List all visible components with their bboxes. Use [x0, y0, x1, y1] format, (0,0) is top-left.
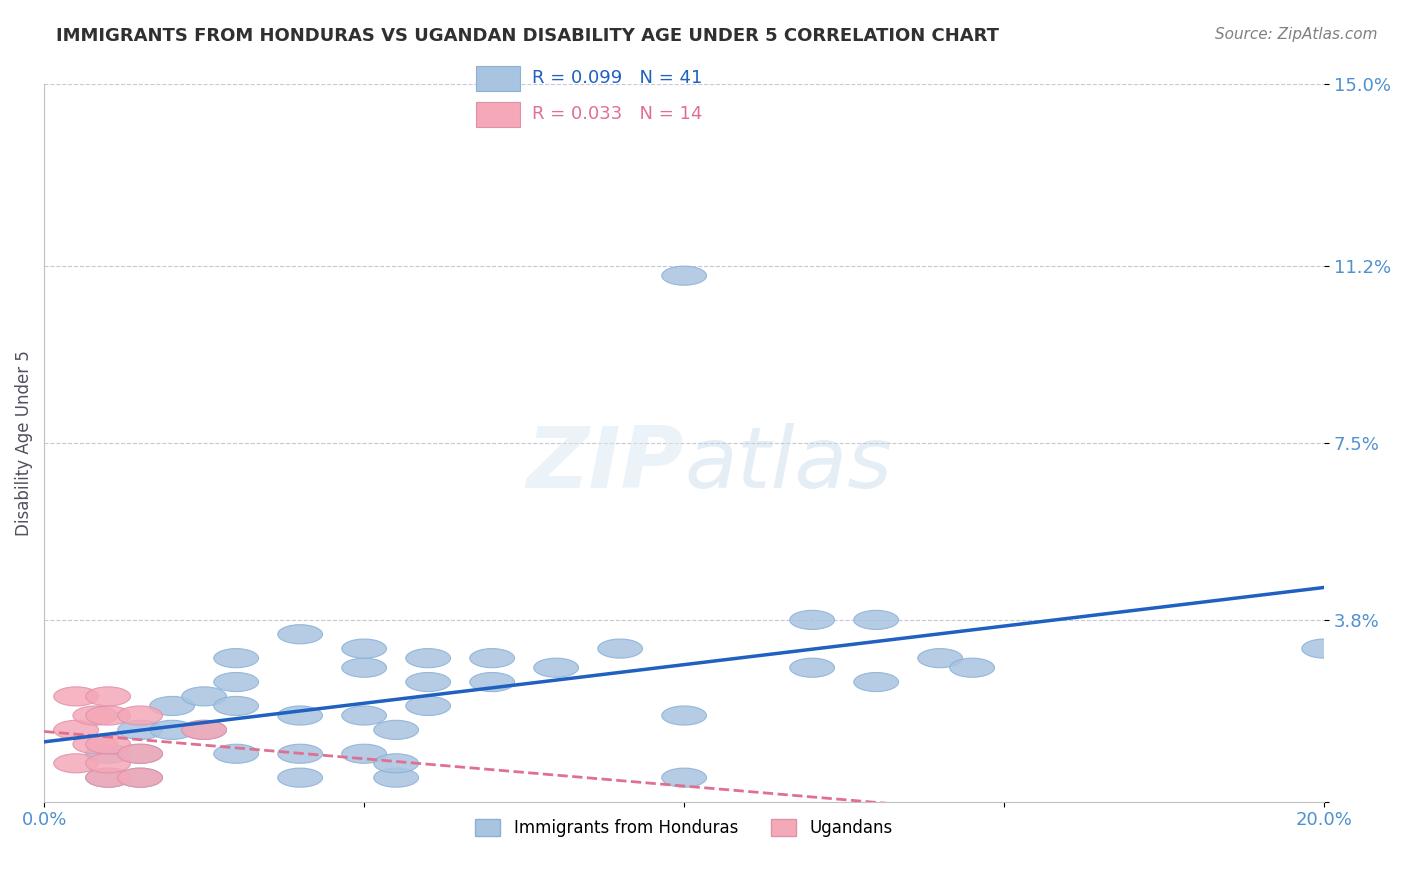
Ellipse shape — [406, 673, 450, 691]
Ellipse shape — [214, 673, 259, 691]
Text: atlas: atlas — [685, 423, 893, 506]
Ellipse shape — [86, 744, 131, 764]
Text: R = 0.099   N = 41: R = 0.099 N = 41 — [531, 70, 703, 87]
Ellipse shape — [853, 673, 898, 691]
Ellipse shape — [149, 697, 194, 715]
Ellipse shape — [534, 658, 578, 677]
Ellipse shape — [662, 768, 707, 788]
Ellipse shape — [118, 744, 163, 764]
Ellipse shape — [86, 687, 131, 706]
Ellipse shape — [374, 768, 419, 788]
Ellipse shape — [406, 648, 450, 668]
Ellipse shape — [278, 624, 322, 644]
Legend: Immigrants from Honduras, Ugandans: Immigrants from Honduras, Ugandans — [468, 812, 900, 844]
Ellipse shape — [86, 735, 131, 754]
Ellipse shape — [470, 673, 515, 691]
Ellipse shape — [1302, 639, 1347, 658]
Ellipse shape — [73, 706, 118, 725]
Ellipse shape — [86, 768, 131, 788]
Ellipse shape — [86, 768, 131, 788]
Text: Source: ZipAtlas.com: Source: ZipAtlas.com — [1215, 27, 1378, 42]
Ellipse shape — [342, 744, 387, 764]
Ellipse shape — [149, 721, 194, 739]
Ellipse shape — [214, 697, 259, 715]
Ellipse shape — [86, 754, 131, 772]
Ellipse shape — [790, 658, 835, 677]
Ellipse shape — [278, 706, 322, 725]
Ellipse shape — [853, 610, 898, 630]
Ellipse shape — [918, 648, 963, 668]
Ellipse shape — [53, 721, 98, 739]
Ellipse shape — [662, 706, 707, 725]
Ellipse shape — [214, 744, 259, 764]
Y-axis label: Disability Age Under 5: Disability Age Under 5 — [15, 350, 32, 536]
Ellipse shape — [181, 687, 226, 706]
Ellipse shape — [53, 754, 98, 772]
Ellipse shape — [374, 721, 419, 739]
Text: IMMIGRANTS FROM HONDURAS VS UGANDAN DISABILITY AGE UNDER 5 CORRELATION CHART: IMMIGRANTS FROM HONDURAS VS UGANDAN DISA… — [56, 27, 1000, 45]
Ellipse shape — [278, 744, 322, 764]
Ellipse shape — [374, 754, 419, 772]
Ellipse shape — [118, 768, 163, 788]
Ellipse shape — [949, 658, 994, 677]
Ellipse shape — [470, 648, 515, 668]
Ellipse shape — [342, 658, 387, 677]
Ellipse shape — [598, 639, 643, 658]
Ellipse shape — [118, 721, 163, 739]
Ellipse shape — [278, 768, 322, 788]
Ellipse shape — [214, 648, 259, 668]
Ellipse shape — [342, 639, 387, 658]
Ellipse shape — [790, 610, 835, 630]
Ellipse shape — [73, 735, 118, 754]
Ellipse shape — [118, 706, 163, 725]
Ellipse shape — [406, 697, 450, 715]
Ellipse shape — [181, 721, 226, 739]
Ellipse shape — [662, 266, 707, 285]
Ellipse shape — [53, 687, 98, 706]
Text: ZIP: ZIP — [526, 423, 685, 506]
Ellipse shape — [118, 744, 163, 764]
Ellipse shape — [342, 706, 387, 725]
Text: R = 0.033   N = 14: R = 0.033 N = 14 — [531, 105, 703, 123]
FancyBboxPatch shape — [477, 102, 520, 127]
Ellipse shape — [86, 706, 131, 725]
FancyBboxPatch shape — [477, 66, 520, 91]
Ellipse shape — [118, 768, 163, 788]
Ellipse shape — [181, 721, 226, 739]
